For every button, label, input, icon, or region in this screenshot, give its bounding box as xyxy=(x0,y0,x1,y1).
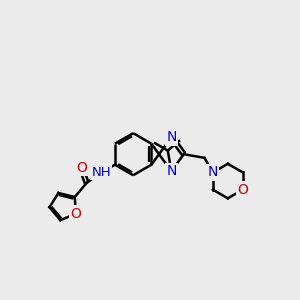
Text: O: O xyxy=(70,207,81,221)
Text: NH: NH xyxy=(92,166,111,179)
Text: N: N xyxy=(166,130,177,144)
Text: O: O xyxy=(237,183,248,197)
Text: O: O xyxy=(76,161,87,175)
Text: N: N xyxy=(208,165,218,179)
Text: N: N xyxy=(166,164,177,178)
